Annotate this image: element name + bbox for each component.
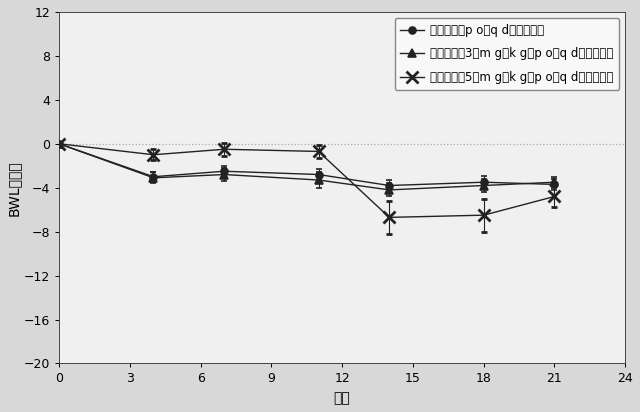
X-axis label: 日数: 日数: [334, 391, 351, 405]
Legend: ビヒクル、p o、q d、２１日間, 実施例１、3０m g／k g、p o、q d、２１日間, 実施例１、5０m g／k g、p o、q d、２１日間: ビヒクル、p o、q d、２１日間, 実施例１、3０m g／k g、p o、q …: [395, 18, 620, 90]
Y-axis label: BWL（％）: BWL（％）: [7, 160, 21, 215]
